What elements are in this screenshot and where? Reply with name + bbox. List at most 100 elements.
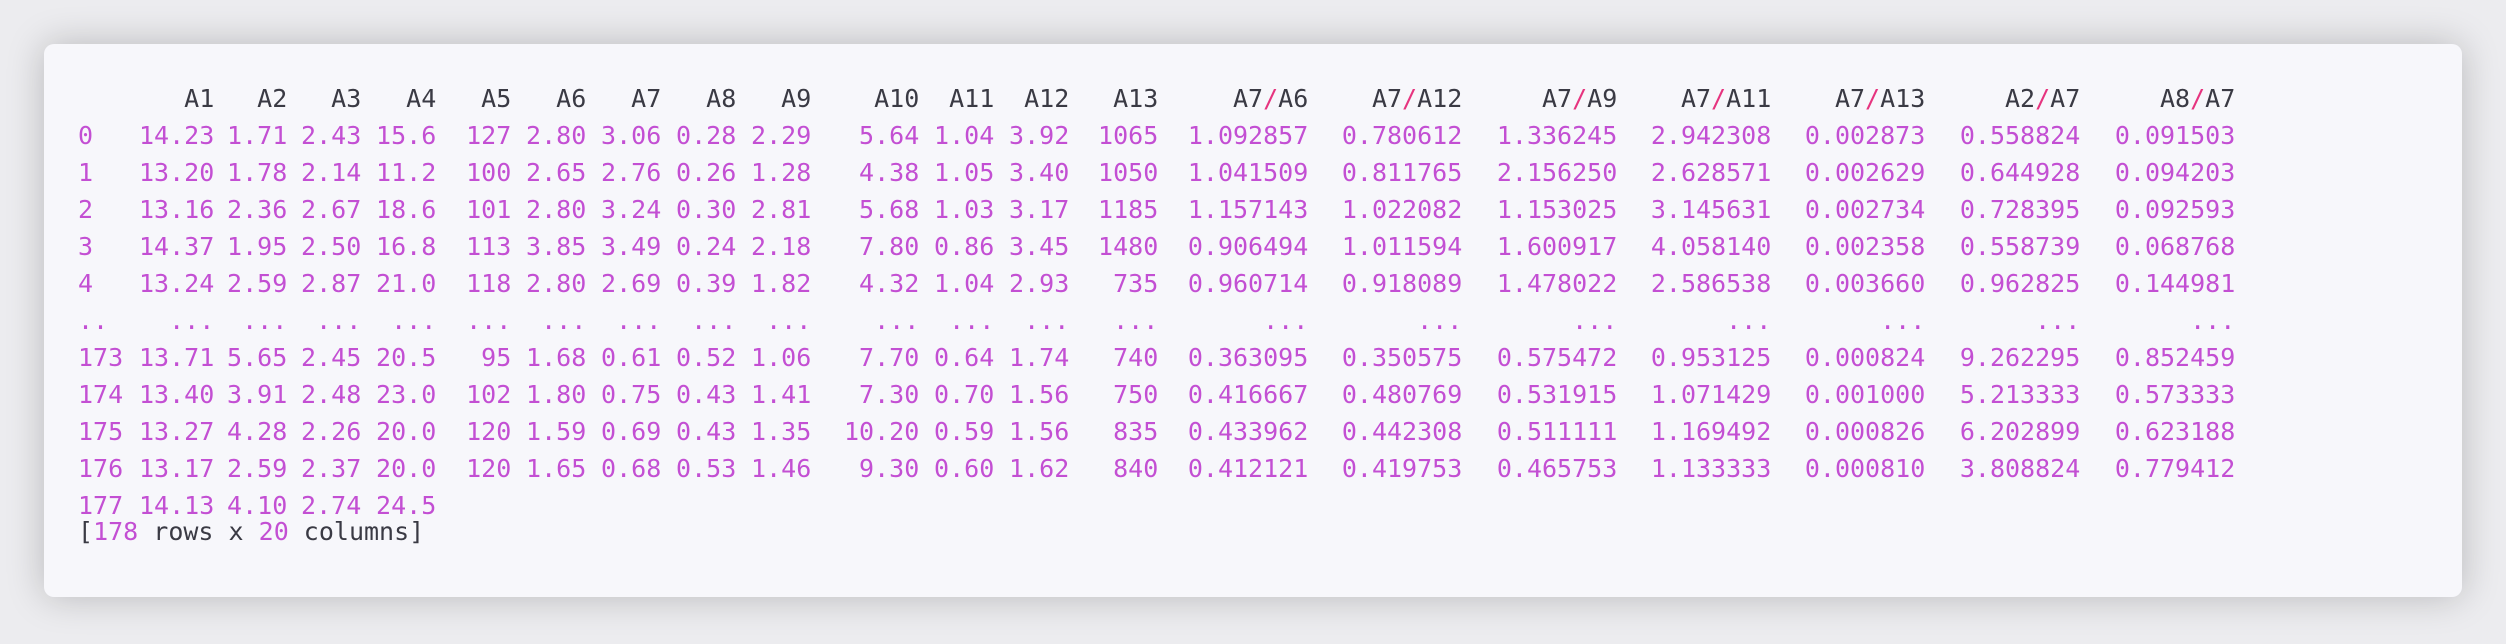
table-row: 4 13.24 2.59 2.87 21.0 118 2.80 2.69 0.39 1.82 4.3… bbox=[78, 265, 2235, 302]
table-cell: 0.002873 bbox=[1804, 121, 1926, 150]
table-cell: 2.69 bbox=[601, 269, 662, 298]
table-cell: 0.511111 bbox=[1496, 417, 1618, 446]
table-cell: 0.780612 bbox=[1341, 121, 1463, 150]
table-cell: 0.000810 bbox=[1804, 454, 1926, 483]
table-cell: 0.60 bbox=[934, 454, 995, 483]
ratio-numerator: A7 bbox=[1371, 84, 1403, 113]
table-cell: 0.003660 bbox=[1804, 269, 1926, 298]
table-cell: 2.67 bbox=[301, 195, 362, 224]
columns-label: columns] bbox=[288, 517, 425, 546]
table-cell: 1.04 bbox=[934, 269, 995, 298]
ratio-column-header: A8/A7 bbox=[2080, 80, 2235, 117]
table-cell: 3.49 bbox=[601, 232, 662, 261]
table-cell: 0.480769 bbox=[1341, 380, 1463, 409]
table-cell: 20.5 bbox=[376, 343, 437, 372]
table-cell: 15.6 bbox=[376, 121, 437, 150]
table-cell: 840 bbox=[1113, 454, 1159, 483]
column-header: A7 bbox=[631, 84, 662, 113]
ratio-numerator: A2 bbox=[2004, 84, 2036, 113]
column-header: A10 bbox=[874, 84, 920, 113]
table-cell: 0.644928 bbox=[1959, 158, 2081, 187]
table-cell: 1.74 bbox=[1009, 343, 1070, 372]
table-cell: 102 bbox=[466, 380, 512, 409]
table-cell: 0.465753 bbox=[1496, 454, 1618, 483]
ratio-column-header: A7/A12 bbox=[1308, 80, 1462, 117]
table-cell: 0.728395 bbox=[1959, 195, 2081, 224]
row-index: 4 bbox=[78, 269, 94, 298]
table-cell: 1.06 bbox=[751, 343, 812, 372]
table-cell: 2.59 bbox=[227, 269, 288, 298]
table-cell: 14.23 bbox=[139, 121, 215, 150]
table-cell: 20.0 bbox=[376, 417, 437, 446]
table-cell: 750 bbox=[1113, 380, 1159, 409]
table-cell: 1.041509 bbox=[1187, 158, 1309, 187]
table-cell: 0.43 bbox=[676, 380, 737, 409]
column-header: A2 bbox=[257, 84, 288, 113]
table-row: 2 13.16 2.36 2.67 18.6 101 2.80 3.24 0.30 2.81 5.6… bbox=[78, 191, 2235, 228]
table-cell: 14.13 bbox=[139, 491, 215, 520]
ratio-denominator: A7 bbox=[2205, 84, 2236, 113]
table-cell: 0.68 bbox=[601, 454, 662, 483]
table-row: 3 14.37 1.95 2.50 16.8 113 3.85 3.49 0.24 2.18 7.8… bbox=[78, 228, 2235, 265]
table-cell: 4.38 bbox=[859, 158, 920, 187]
table-cell: 13.71 bbox=[139, 343, 215, 372]
table-row: 0 14.23 1.71 2.43 15.6 127 2.80 3.06 0.28 2.29 5.6… bbox=[78, 117, 2235, 154]
table-cell: ... bbox=[2035, 306, 2081, 335]
ratio-slash: / bbox=[2190, 84, 2206, 113]
table-cell: 2.26 bbox=[301, 417, 362, 446]
table-cell: 2.80 bbox=[526, 121, 587, 150]
table-cell: 4.32 bbox=[859, 269, 920, 298]
table-cell: 1.071429 bbox=[1650, 380, 1772, 409]
row-index: 174 bbox=[78, 380, 124, 409]
table-cell: ... bbox=[242, 306, 288, 335]
table-cell bbox=[586, 487, 661, 524]
table-cell: ... bbox=[466, 306, 512, 335]
table-cell: 1.46 bbox=[751, 454, 812, 483]
table-cell: 9.262295 bbox=[1959, 343, 2081, 372]
ratio-column-header: A2/A7 bbox=[1925, 80, 2080, 117]
table-cell: 0.000824 bbox=[1804, 343, 1926, 372]
table-cell: 6.202899 bbox=[1959, 417, 2081, 446]
table-cell: 1.59 bbox=[526, 417, 587, 446]
table-cell: 4.10 bbox=[227, 491, 288, 520]
table-cell: 13.17 bbox=[139, 454, 215, 483]
table-cell bbox=[994, 487, 1069, 524]
table-cell: 2.942308 bbox=[1650, 121, 1772, 150]
dataframe-output-panel: A1 A2 A3 A4 A5 A6 A7 A8 A9 A10 A11 A12 A13 A7/A6 A7/A1… bbox=[44, 44, 2462, 597]
table-cell: ... bbox=[169, 306, 215, 335]
ratio-numerator: A7 bbox=[1232, 84, 1264, 113]
ratio-denominator: A9 bbox=[1587, 84, 1618, 113]
table-cell: 5.64 bbox=[859, 121, 920, 150]
ratio-denominator: A6 bbox=[1278, 84, 1309, 113]
table-cell: 2.74 bbox=[301, 491, 362, 520]
ratio-denominator: A13 bbox=[1880, 84, 1926, 113]
table-cell: 1.169492 bbox=[1650, 417, 1772, 446]
table-cell: 740 bbox=[1113, 343, 1159, 372]
rows-count: 178 bbox=[93, 517, 139, 546]
table-cell: 0.69 bbox=[601, 417, 662, 446]
table-cell: ... bbox=[1263, 306, 1309, 335]
table-cell: 120 bbox=[466, 417, 512, 446]
table-cell: 13.40 bbox=[139, 380, 215, 409]
column-header: A11 bbox=[949, 84, 995, 113]
column-header: A13 bbox=[1113, 84, 1159, 113]
table-cell: 120 bbox=[466, 454, 512, 483]
ratio-slash: / bbox=[2035, 84, 2051, 113]
table-cell: 0.59 bbox=[934, 417, 995, 446]
table-cell: 3.85 bbox=[526, 232, 587, 261]
row-index: 3 bbox=[78, 232, 94, 261]
table-cell: 0.623188 bbox=[2114, 417, 2236, 446]
row-index: 177 bbox=[78, 491, 124, 520]
table-cell: 2.80 bbox=[526, 195, 587, 224]
table-cell bbox=[1158, 487, 1308, 524]
table-cell: 118 bbox=[466, 269, 512, 298]
ratio-numerator: A7 bbox=[1541, 84, 1573, 113]
table-cell bbox=[811, 487, 919, 524]
table-cell: ... bbox=[949, 306, 995, 335]
table-cell: 11.2 bbox=[376, 158, 437, 187]
table-cell: 101 bbox=[466, 195, 512, 224]
table-cell: 13.27 bbox=[139, 417, 215, 446]
table-cell bbox=[919, 487, 994, 524]
table-cell: ... bbox=[391, 306, 437, 335]
table-cell: 4.058140 bbox=[1650, 232, 1772, 261]
